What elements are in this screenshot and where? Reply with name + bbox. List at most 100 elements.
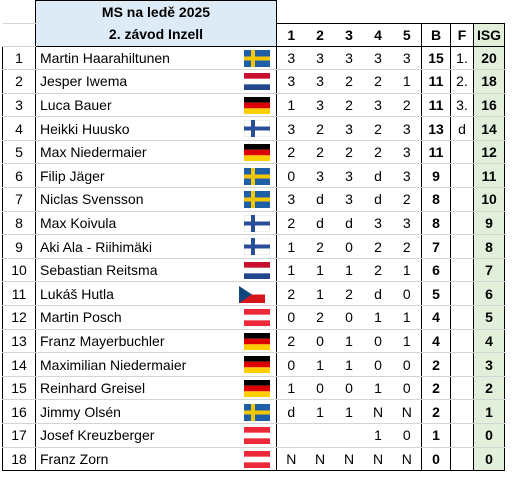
round-2-result: d [305, 211, 335, 236]
flag-cell [238, 423, 277, 448]
event-subtitle: 2. závod Inzell [35, 23, 277, 47]
germany-flag-icon [244, 332, 271, 350]
table-row: 8 Max Koivula 2 d d 3 3 8 9 [2, 211, 505, 236]
round-2-result: 2 [305, 140, 335, 165]
round-3-result: 2 [334, 69, 364, 94]
points-cell: 2 [421, 352, 451, 377]
round-4-result: 2 [363, 234, 393, 259]
final-cell: d [450, 116, 474, 141]
isg-cell: 18 [473, 69, 505, 94]
round-3-result: 1 [334, 329, 364, 354]
table-row: 5 Max Niedermaier 2 2 2 2 3 11 12 [2, 140, 505, 165]
athlete-name: Luca Bauer [35, 93, 239, 118]
round-2-result: 2 [305, 305, 335, 330]
isg-cell: 12 [473, 140, 505, 165]
isg-cell: 2 [473, 376, 505, 401]
round-2-result: 1 [305, 399, 335, 424]
round-1-result: 3 [276, 69, 306, 94]
flag-cell [238, 447, 277, 472]
round-4-result: 3 [363, 211, 393, 236]
round-4-result: 0 [363, 352, 393, 377]
points-cell: 0 [421, 447, 451, 472]
rank-cell: 11 [2, 281, 36, 307]
rank-cell: 1 [2, 46, 36, 71]
rank-cell: 13 [2, 329, 36, 354]
event-title: MS na ledě 2025 [35, 0, 277, 23]
isg-cell: 4 [473, 329, 505, 354]
round-2-result: d [305, 187, 335, 212]
czech-flag-icon [238, 285, 265, 303]
round-2-result: 1 [305, 352, 335, 377]
isg-cell: 11 [473, 163, 505, 189]
header-round-5: 5 [392, 22, 422, 47]
header-round-2: 2 [305, 22, 335, 47]
round-2-result: 1 [305, 281, 335, 307]
austria-flag-icon [244, 309, 271, 327]
isg-cell: 5 [473, 305, 505, 330]
final-cell [450, 423, 474, 448]
austria-flag-icon [244, 427, 271, 445]
flag-cell [238, 163, 277, 189]
flag-cell [238, 140, 277, 165]
final-cell: 3. [450, 93, 474, 118]
round-1-result: d [276, 399, 306, 424]
round-4-result: 2 [363, 69, 393, 94]
austria-flag-icon [244, 450, 271, 468]
round-4-result: d [363, 187, 393, 212]
points-cell: 6 [421, 258, 451, 283]
round-1-result: 3 [276, 187, 306, 212]
points-cell: 1 [421, 423, 451, 448]
flag-cell [238, 234, 277, 259]
round-2-result: 1 [305, 258, 335, 283]
isg-cell: 10 [473, 187, 505, 212]
final-cell [450, 376, 474, 401]
round-4-result: N [363, 447, 393, 472]
germany-flag-icon [244, 96, 271, 114]
round-1-result [276, 423, 306, 448]
isg-cell: 8 [473, 234, 505, 259]
flag-cell [238, 187, 277, 212]
round-1-result: N [276, 447, 306, 472]
sweden-flag-icon [244, 167, 271, 185]
points-cell: 9 [421, 163, 451, 189]
round-2-result: N [305, 447, 335, 472]
points-cell: 5 [421, 281, 451, 307]
round-3-result [334, 423, 364, 448]
header-round-4: 4 [363, 22, 393, 47]
points-cell: 11 [421, 93, 451, 118]
header-isg: ISG [473, 22, 505, 47]
table-row: 14 Maximilian Niedermaier 0 1 1 0 0 2 3 [2, 352, 505, 377]
points-cell: 8 [421, 211, 451, 236]
flag-cell [238, 281, 277, 307]
table-row: 1 Martin Haarahiltunen 3 3 3 3 3 15 1. 20 [2, 46, 505, 71]
round-3-result: 1 [334, 258, 364, 283]
germany-flag-icon [244, 144, 271, 162]
athlete-name: Maximilian Niedermaier [35, 352, 239, 377]
isg-cell: 7 [473, 258, 505, 283]
round-5-result: 0 [392, 281, 422, 307]
round-3-result: 2 [334, 281, 364, 307]
finland-flag-icon [244, 238, 271, 256]
sweden-flag-icon [244, 403, 271, 421]
points-cell: 11 [421, 69, 451, 94]
round-5-result: 3 [392, 116, 422, 141]
round-1-result: 0 [276, 305, 306, 330]
round-2-result [305, 423, 335, 448]
rank-cell: 7 [2, 187, 36, 212]
table-row: 12 Martin Posch 0 2 0 1 1 4 5 [2, 305, 505, 330]
round-5-result: 2 [392, 234, 422, 259]
table-row: 13 Franz Mayerbuchler 2 0 1 0 1 4 4 [2, 329, 505, 354]
athlete-name: Martin Haarahiltunen [35, 46, 239, 71]
athlete-name: Lukáš Hutla [35, 281, 239, 307]
round-3-result: 3 [334, 187, 364, 212]
flag-cell [238, 305, 277, 330]
isg-cell: 14 [473, 116, 505, 141]
athlete-name: Josef Kreuzberger [35, 423, 239, 448]
sweden-flag-icon [244, 49, 271, 67]
final-cell [450, 211, 474, 236]
round-4-result: d [363, 281, 393, 307]
flag-cell [238, 211, 277, 236]
round-5-result: 1 [392, 258, 422, 283]
athlete-name: Reinhard Greisel [35, 376, 239, 401]
flag-cell [238, 329, 277, 354]
